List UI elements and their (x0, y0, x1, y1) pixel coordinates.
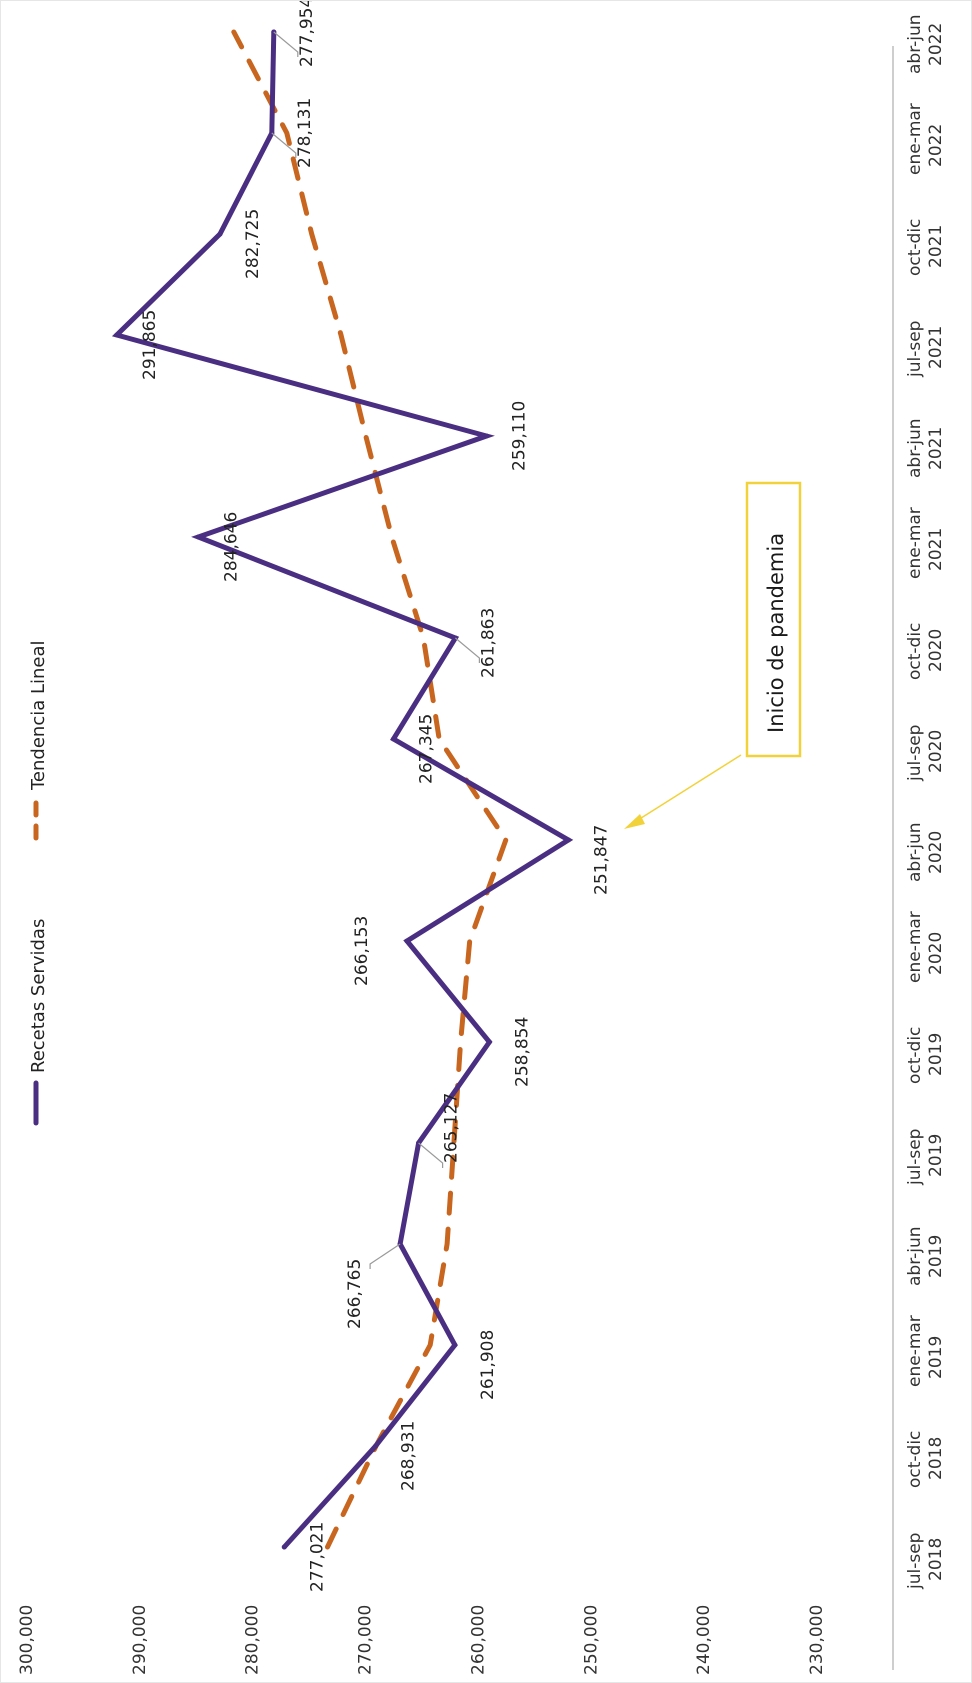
leader-layer (271, 31, 480, 1269)
series-point (373, 1443, 379, 1449)
category-label-period: oct-dic (905, 623, 925, 680)
category-label-period: oct-dic (905, 1027, 925, 1084)
data-label: 278,131 (295, 98, 315, 168)
data-label: 277,954 (297, 0, 317, 67)
annotation-arrowhead (624, 814, 645, 829)
data-label: 284,646 (221, 512, 241, 582)
data-label: 251,847 (591, 825, 611, 895)
annotation-arrow-line (629, 754, 742, 826)
label-leader-line (455, 637, 480, 663)
label-leader-line (369, 1243, 401, 1269)
category-label-year: 2018 (926, 1437, 946, 1480)
category-label-year: 2021 (926, 225, 946, 268)
value-tick-label: 240,000 (694, 1605, 714, 1675)
series-point (565, 837, 571, 843)
data-label: 265,127 (442, 1093, 462, 1163)
category-label-year: 2019 (926, 1134, 946, 1177)
trend-line (231, 29, 509, 1550)
series-layer (111, 29, 574, 1550)
label-leader-line (273, 31, 299, 57)
category-label-period: abr-jun (905, 14, 925, 74)
series-point (391, 736, 396, 742)
value-tick-label: 250,000 (581, 1605, 601, 1675)
series-point (195, 534, 201, 540)
category-label-period: jul-sep (905, 725, 925, 782)
category-label-period: ene-mar (905, 911, 925, 983)
category-label-period: ene-mar (905, 103, 925, 175)
data-label: 261,863 (478, 608, 498, 678)
category-label-year: 2019 (926, 1235, 946, 1278)
category-label-year: 2020 (926, 932, 946, 975)
value-tick-label: 280,000 (243, 1605, 263, 1675)
series-point (114, 332, 120, 338)
series-point (484, 433, 489, 439)
data-label: 258,854 (512, 1017, 532, 1087)
category-label-period: jul-sep (905, 1129, 925, 1186)
value-tick-label: 230,000 (807, 1605, 827, 1675)
category-label-period: jul-sep (905, 1533, 925, 1590)
data-label: 261,908 (478, 1330, 498, 1400)
data-label: 267,345 (417, 714, 437, 784)
value-tick-label: 260,000 (468, 1605, 488, 1675)
value-tick-label: 290,000 (130, 1605, 150, 1675)
category-label-period: jul-sep (905, 321, 925, 378)
data-label: 282,725 (243, 209, 263, 279)
category-label-year: 2020 (926, 629, 946, 672)
annotation-text: Inicio de pandemia (764, 533, 788, 733)
value-tick-label: 300,000 (17, 1605, 37, 1675)
category-label-year: 2020 (926, 730, 946, 773)
series-point (217, 231, 223, 237)
legend: Recetas Servidas Tendencia Lineal (28, 640, 49, 1126)
label-leader-line (271, 132, 297, 158)
category-label-year: 2021 (926, 427, 946, 470)
labels-layer: 277,021 268,931 261,908 266,765 265,127 258,8… (140, 0, 612, 1592)
category-label-period: oct-dic (905, 219, 925, 276)
legend-label-trend: Tendencia Lineal (28, 640, 49, 791)
category-label-year: 2021 (926, 326, 946, 369)
category-label-year: 2022 (926, 23, 946, 66)
data-label: 266,765 (345, 1259, 365, 1329)
category-label-year: 2018 (926, 1538, 946, 1581)
data-label: 268,931 (399, 1421, 419, 1491)
data-label: 277,021 (307, 1522, 327, 1592)
annotation-box (745, 481, 802, 758)
category-label-year: 2019 (926, 1033, 946, 1076)
category-label-period: oct-dic (905, 1431, 925, 1488)
category-label-period: ene-mar (905, 507, 925, 579)
category-label-period: abr-jun (905, 822, 925, 882)
data-label: 266,153 (352, 916, 372, 986)
data-label: 291,865 (140, 310, 160, 380)
series-line (111, 29, 574, 1550)
category-label-year: 2021 (926, 528, 946, 571)
series-point (452, 1342, 458, 1348)
series-point (281, 1544, 287, 1550)
label-leader-line (418, 1142, 444, 1168)
legend-label-series: Recetas Servidas (28, 919, 49, 1073)
value-tick-label: 270,000 (356, 1605, 376, 1675)
series-point (404, 938, 410, 944)
ticks-layer: 300,000 290,000 280,000 270,000 260,000 250,0… (17, 1605, 827, 1675)
category-label-year: 2020 (926, 831, 946, 874)
category-label-year: 2022 (926, 124, 946, 167)
category-label-year: 2019 (926, 1336, 946, 1379)
trend-layer (231, 29, 509, 1550)
category-label-period: abr-jun (905, 418, 925, 478)
category-label-period: ene-mar (905, 1315, 925, 1387)
pandemic-annotation: Inicio de pandemia (624, 481, 802, 829)
category-label-period: abr-jun (905, 1226, 925, 1286)
series-point (486, 1039, 492, 1045)
data-label: 259,110 (510, 401, 530, 471)
